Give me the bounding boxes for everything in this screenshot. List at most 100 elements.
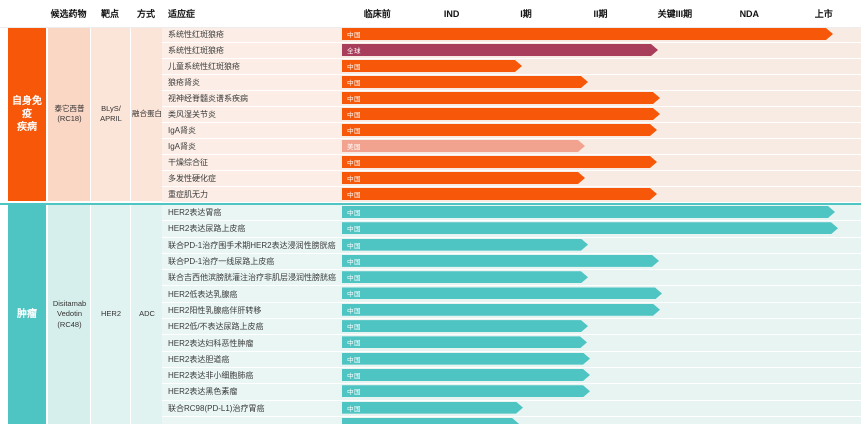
region-label: 中国	[347, 340, 361, 348]
region-label: 中国	[347, 405, 361, 413]
indication-label: 儿童系统性红斑狼疮	[162, 59, 340, 74]
phase-track: 中国	[340, 367, 861, 384]
pipeline-row: HER2表达胆道癌 中国	[162, 351, 861, 368]
phase-bar: 中国	[342, 385, 590, 397]
phase-track: 中国	[340, 123, 861, 138]
pipeline-row: HER2表达黑色素瘤 中国	[162, 384, 861, 401]
phase-track: 中国	[340, 302, 861, 319]
pipeline-row: 系统性红斑狼疮 中国	[162, 27, 861, 43]
phase-track: 中国	[340, 351, 861, 367]
section-autoimmune: 自身免疫 疾病 泰它西普 (RC18) BLyS/ APRIL 融合蛋白 系统性…	[0, 27, 861, 203]
phase-bar: 中国	[342, 255, 659, 267]
region-label: 中国	[347, 307, 361, 315]
indication-label: 联合RC98(PD-L1)治疗胃癌	[162, 400, 340, 416]
indication-label: 视神经脊髓炎谱系疾病	[162, 91, 340, 106]
indication-label: 系统性红斑狼疮	[162, 43, 340, 58]
phase-track	[340, 416, 861, 424]
phase-track: 中国	[340, 107, 861, 122]
indication-label: 狼疮肾炎	[162, 75, 340, 90]
phase-header-preclinical: 临床前	[363, 9, 391, 19]
col-header-indication: 适应症	[168, 9, 196, 19]
drug-line: Vedotin	[56, 309, 83, 319]
pipeline-row: 联合PD-1治疗一线尿路上皮癌 中国	[162, 253, 861, 271]
region-label: 中国	[347, 96, 361, 103]
pipeline-row: 重症肌无力 中国	[162, 187, 861, 203]
phase-axis: 临床前 IND I期 II期 关键III期 NDA 上市	[340, 0, 861, 27]
target-label: BLyS/ APRIL	[90, 27, 131, 201]
region-label: 美国	[347, 144, 361, 151]
region-label: 中国	[347, 226, 361, 234]
region-label: 中国	[347, 258, 361, 266]
phase-bar: 中国	[342, 172, 585, 184]
phase-track: 中国	[340, 221, 861, 237]
region-label: 全球	[347, 48, 361, 55]
region-label: 中国	[347, 324, 361, 332]
phase-track: 中国	[340, 187, 861, 202]
pipeline-row: HER2低表达乳腺癌 中国	[162, 286, 861, 303]
pipeline-row: IgA肾炎 中国	[162, 123, 861, 139]
modality-line: ADC	[139, 309, 155, 319]
rows-autoimmune: 系统性红斑狼疮 中国 系统性红斑狼疮 全球 儿童系统性红斑狼疮 中国 狼疮肾炎 中国 视神经脊髓…	[162, 27, 861, 203]
target-label: HER2	[90, 205, 131, 424]
indication-label: HER2表达非小细胞肺癌	[162, 367, 340, 384]
phase-track: 全球	[340, 43, 861, 58]
category-line: 自身免疫	[12, 96, 42, 120]
drug-line: (RC48)	[57, 319, 82, 329]
col-header-target: 靶点	[100, 9, 119, 19]
phase-bar: 中国	[342, 124, 657, 136]
region-label: 中国	[347, 160, 361, 167]
pipeline-row: 视神经脊髓炎谱系疾病 中国	[162, 91, 861, 107]
region-label: 中国	[347, 112, 361, 119]
phase-track: 中国	[340, 171, 861, 186]
phase-track: 中国	[340, 384, 861, 400]
modality-label: ADC	[130, 205, 163, 424]
modality-label: 融合蛋白	[130, 27, 163, 201]
phase-header-phase2: II期	[593, 9, 608, 19]
region-label: 中国	[347, 192, 361, 199]
category-label-autoimmune: 自身免疫 疾病	[8, 28, 46, 201]
indication-label: 重症肌无力	[162, 187, 340, 202]
phase-bar: 中国	[342, 287, 662, 299]
phase-track: 中国	[340, 91, 861, 106]
phase-bar: 中国	[342, 92, 660, 104]
pipeline-row: 联合RC98(PD-L1)治疗胃癌 中国	[162, 400, 861, 417]
phase-bar: 中国	[342, 28, 833, 40]
phase-bar: 中国	[342, 369, 590, 381]
phase-bar: 中国	[342, 271, 588, 283]
pipeline-row: 儿童系统性红斑狼疮 中国	[162, 59, 861, 75]
col-header-drug: 候选药物	[50, 9, 87, 19]
phase-bar: 美国	[342, 140, 585, 152]
indication-label: HER2阳性乳腺癌伴肝转移	[162, 302, 340, 319]
phase-bar: 中国	[342, 320, 588, 332]
phase-track: 中国	[340, 400, 861, 416]
indication-label: IgA肾炎	[162, 139, 340, 154]
indication-label: IgA肾炎	[162, 123, 340, 138]
region-label: 中国	[347, 372, 361, 380]
pipeline-row: IgA肾炎 美国	[162, 139, 861, 155]
target-line: BLyS/	[101, 103, 121, 113]
region-label: 中国	[347, 128, 361, 135]
pipeline-row	[162, 416, 861, 424]
rows-oncology: HER2表达胃癌 中国 HER2表达尿路上皮癌 中国 联合PD-1治疗围手术期HER2表…	[162, 205, 861, 424]
phase-track: 中国	[340, 335, 861, 351]
phase-track: 中国	[340, 270, 861, 286]
drug-line: (RC18)	[57, 114, 82, 123]
phase-bar: 中国	[342, 156, 657, 168]
pipeline-row: HER2表达妇科恶性肿瘤 中国	[162, 335, 861, 352]
phase-bar	[342, 418, 519, 424]
pipeline-row: HER2阳性乳腺癌伴肝转移 中国	[162, 302, 861, 320]
phase-track: 中国	[340, 286, 861, 302]
phase-bar: 中国	[342, 304, 660, 316]
pipeline-row: 干燥综合征 中国	[162, 155, 861, 171]
region-label: 中国	[347, 176, 361, 183]
phase-track: 中国	[340, 27, 861, 42]
phase-header-phase3-pivotal: 关键III期	[657, 9, 693, 19]
indication-label: 联合PD-1治疗围手术期HER2表达浸润性膀胱癌	[162, 237, 340, 253]
indication-label: HER2表达妇科恶性肿瘤	[162, 335, 340, 351]
region-label: 中国	[347, 275, 361, 283]
indication-label: HER2低表达乳腺癌	[162, 286, 340, 302]
col-header-modality: 方式	[136, 9, 155, 19]
pipeline-row: 多发性硬化症 中国	[162, 171, 861, 187]
indication-label: 多发性硬化症	[162, 171, 340, 186]
